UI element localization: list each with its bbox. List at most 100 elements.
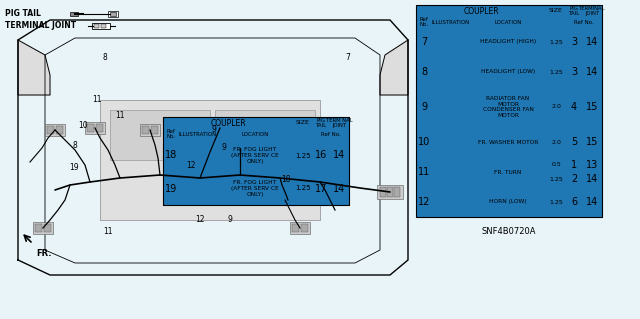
Bar [432,87,470,127]
Text: 8: 8 [421,67,427,77]
Bar [217,172,293,205]
Bar [455,102,461,112]
Bar [470,27,546,57]
Bar [438,35,464,49]
Bar [470,187,546,217]
Bar [448,197,454,207]
Bar [566,57,582,87]
Bar [190,152,197,160]
Bar [416,127,432,157]
Text: FR. TURN: FR. TURN [494,169,522,174]
Bar [566,87,582,127]
Text: 8: 8 [102,54,108,63]
Text: SIZE: SIZE [549,9,563,13]
Bar [292,224,299,232]
Text: TERMINAL JOINT: TERMINAL JOINT [5,21,76,31]
Text: 11: 11 [115,110,125,120]
Text: 14: 14 [586,174,598,184]
Text: 16: 16 [315,151,327,160]
Text: 14: 14 [333,183,345,194]
Text: COUPLER: COUPLER [463,6,499,16]
Text: PIG TAIL: PIG TAIL [5,10,41,19]
Text: PIG
TAIL: PIG TAIL [568,6,580,16]
Bar [416,187,432,217]
Text: Ref No.: Ref No. [574,19,594,25]
Bar [313,172,329,205]
Text: 7: 7 [346,53,351,62]
Text: 8: 8 [72,140,77,150]
Bar [179,139,217,172]
Text: 14: 14 [586,67,598,77]
Bar [546,127,566,157]
Text: 9: 9 [421,102,427,112]
Bar [582,27,602,57]
Text: 2.0: 2.0 [551,105,561,109]
Text: 3: 3 [571,67,577,77]
Text: LOCATION: LOCATION [494,19,522,25]
Bar [163,139,179,172]
Bar [455,37,461,47]
Bar [35,224,42,232]
Bar [546,187,566,217]
Bar [546,5,566,17]
Text: FR.: FR. [36,249,51,258]
Bar [432,127,470,157]
Bar [163,117,293,129]
Text: Ref
No.: Ref No. [166,129,175,139]
Text: 1.25: 1.25 [549,70,563,75]
Bar [566,187,582,217]
Bar [438,100,464,114]
Text: 1.25: 1.25 [295,152,311,159]
Text: 15: 15 [586,102,598,112]
Bar [546,172,566,187]
Text: 15: 15 [586,137,598,147]
Bar [416,5,602,217]
Text: 18: 18 [281,175,291,184]
Bar [438,135,464,149]
Bar [566,157,582,172]
Bar [293,117,313,129]
Bar [163,172,179,205]
Text: TERMINAL
JOINT: TERMINAL JOINT [579,6,605,16]
Text: 1.25: 1.25 [549,40,563,44]
Bar [394,187,400,197]
Bar [293,129,313,139]
Text: 19: 19 [165,183,177,194]
Bar [432,57,470,87]
Bar [87,124,94,132]
Bar [470,127,546,157]
Bar [416,57,432,87]
Text: 14: 14 [586,37,598,47]
Text: SIZE: SIZE [296,121,310,125]
Text: 17: 17 [315,183,327,194]
Bar [387,187,393,197]
Text: 14: 14 [333,151,345,160]
Bar [455,67,461,77]
Bar [329,139,349,172]
Bar [566,172,582,187]
Bar [70,12,78,16]
Bar [45,124,65,136]
Bar [313,117,329,129]
Text: 11: 11 [418,167,430,177]
Text: ILLUSTRATION: ILLUSTRATION [432,19,470,25]
Text: 1.25: 1.25 [549,199,563,204]
Bar [94,24,99,28]
Bar [566,17,602,27]
Bar [546,57,566,87]
Text: 1.25: 1.25 [295,186,311,191]
Text: Ref No.: Ref No. [321,131,341,137]
Bar [44,224,51,232]
Bar [546,87,566,127]
Text: HEADLIGHT (HIGH): HEADLIGHT (HIGH) [480,40,536,44]
Bar [293,172,313,205]
Text: FR. FOG LIGHT
(AFTER SERV CE
ONLY): FR. FOG LIGHT (AFTER SERV CE ONLY) [231,180,279,197]
Bar [232,144,239,152]
Bar [188,150,208,161]
Bar [432,187,470,217]
Text: LOCATION: LOCATION [241,131,269,137]
Text: 9: 9 [228,216,232,225]
Bar [217,139,293,172]
Bar [241,144,248,152]
Bar [290,222,310,234]
